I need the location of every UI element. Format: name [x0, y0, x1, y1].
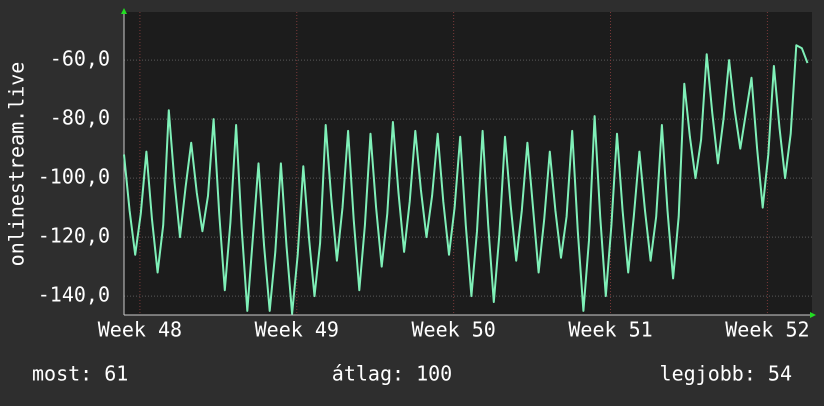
- y-tick-label: -120,0: [38, 224, 110, 248]
- x-tick-label: Week 51: [568, 318, 652, 342]
- x-tick-label: Week 49: [255, 318, 339, 342]
- y-tick-label: -80,0: [50, 106, 110, 130]
- y-axis-label: onlinestream.live: [5, 62, 29, 267]
- axis-arrow: [810, 312, 816, 318]
- footer-average: átlag: 100: [332, 362, 452, 386]
- data-line: [123, 44, 809, 315]
- footer-best: legjobb: 54: [660, 362, 792, 386]
- y-tick-label: -60,0: [50, 47, 110, 71]
- axis-arrow: [121, 8, 127, 14]
- x-tick-label: Week 48: [98, 318, 182, 342]
- y-tick-label: -140,0: [38, 283, 110, 307]
- x-tick-label: Week 50: [412, 318, 496, 342]
- footer-current: most: 61: [32, 362, 128, 386]
- x-tick-label: Week 52: [725, 318, 809, 342]
- y-tick-label: -100,0: [38, 165, 110, 189]
